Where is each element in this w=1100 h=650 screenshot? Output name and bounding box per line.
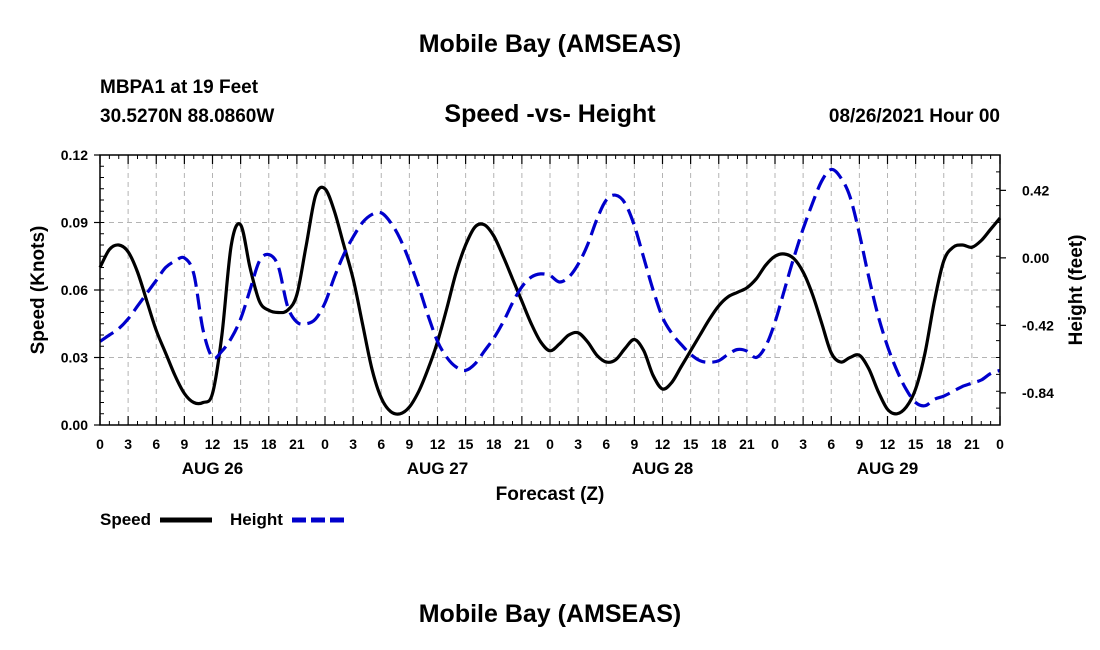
x-tick-label: 3 [799, 436, 807, 452]
day-label: AUG 26 [182, 459, 243, 478]
x-tick-label: 9 [405, 436, 413, 452]
x-tick-label: 6 [827, 436, 835, 452]
x-tick-label: 9 [630, 436, 638, 452]
x-tick-label: 21 [964, 436, 980, 452]
x-tick-label: 3 [349, 436, 357, 452]
x-tick-label: 18 [936, 436, 952, 452]
y-axis-label: Speed (Knots) [28, 226, 49, 355]
x-tick-label: 21 [289, 436, 305, 452]
station-label: MBPA1 at 19 Feet [100, 77, 259, 98]
y-tick-label: 0.12 [61, 147, 88, 163]
x-tick-label: 0 [96, 436, 104, 452]
x-tick-label: 3 [574, 436, 582, 452]
x-tick-label: 12 [880, 436, 896, 452]
x-tick-label: 3 [124, 436, 132, 452]
x-tick-label: 15 [908, 436, 924, 452]
day-label: AUG 28 [632, 459, 693, 478]
coordinates-label: 30.5270N 88.0860W [100, 106, 275, 127]
x-tick-label: 0 [771, 436, 779, 452]
x-tick-label: 9 [855, 436, 863, 452]
y2-tick-label: -0.42 [1022, 317, 1054, 333]
y2-tick-label: -0.84 [1022, 385, 1054, 401]
y-tick-label: 0.09 [61, 215, 88, 231]
legend-speed-label: Speed [100, 510, 152, 529]
x-tick-label: 0 [321, 436, 329, 452]
y2-axis-label: Height (feet) [1066, 235, 1087, 346]
x-tick-label: 18 [711, 436, 727, 452]
grid [100, 155, 1000, 425]
y2-tick-label: 0.00 [1022, 250, 1049, 266]
x-tick-label: 9 [180, 436, 188, 452]
chart-footer-title: Mobile Bay (AMSEAS) [418, 600, 682, 628]
legend: Speed [100, 510, 151, 530]
x-tick-label: 21 [514, 436, 530, 452]
x-tick-label: 12 [205, 436, 221, 452]
legend-height-label: Height [230, 510, 283, 529]
x-tick-label: 12 [655, 436, 671, 452]
x-tick-label: 6 [602, 436, 610, 452]
x-tick-label: 6 [377, 436, 385, 452]
y-tick-label: 0.03 [61, 350, 88, 366]
legend-height: Height [230, 510, 283, 530]
x-tick-label: 15 [683, 436, 699, 452]
x-axis-label: Forecast (Z) [496, 484, 605, 505]
chart-subtitle: Speed -vs- Height [444, 100, 656, 128]
speed-series-line [98, 185, 1002, 416]
day-label: AUG 27 [407, 459, 468, 478]
chart-main-title: Mobile Bay (AMSEAS) [418, 30, 682, 58]
x-tick-label: 0 [546, 436, 554, 452]
x-tick-label: 18 [486, 436, 502, 452]
day-label: AUG 29 [857, 459, 918, 478]
x-tick-label: 6 [152, 436, 160, 452]
y2-tick-label: 0.42 [1022, 182, 1049, 198]
x-tick-label: 18 [261, 436, 277, 452]
y-tick-label: 0.06 [61, 282, 88, 298]
height-series-line [99, 167, 1001, 408]
x-tick-label: 12 [430, 436, 446, 452]
y-tick-label: 0.00 [61, 417, 88, 433]
x-tick-label: 0 [996, 436, 1004, 452]
x-tick-label: 21 [739, 436, 755, 452]
x-tick-label: 15 [458, 436, 474, 452]
forecast-datetime: 08/26/2021 Hour 00 [828, 106, 1000, 127]
x-tick-label: 15 [233, 436, 249, 452]
